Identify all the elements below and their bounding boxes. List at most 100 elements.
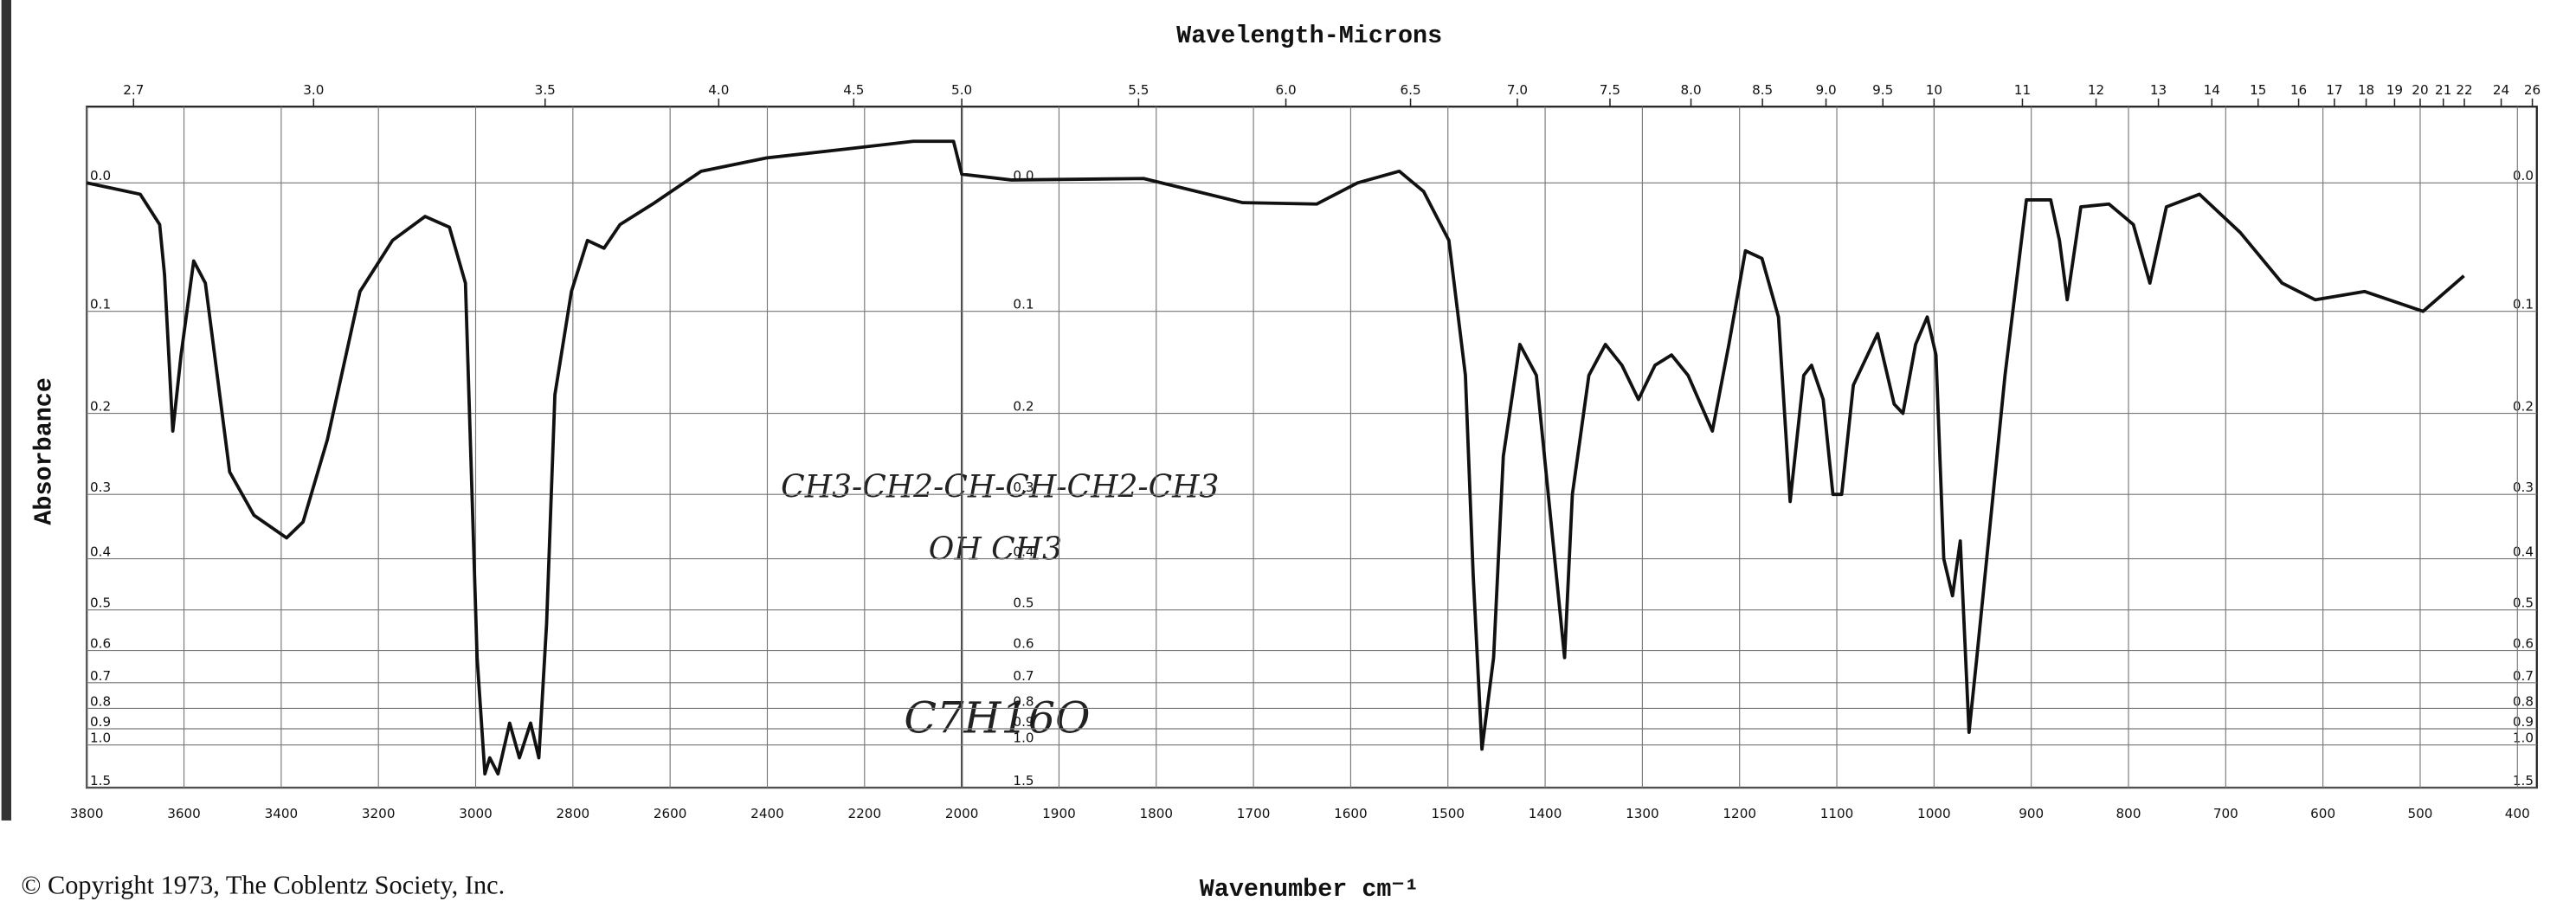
y-tick-label: 0.4 — [2513, 544, 2534, 559]
y-tick-label: 0.9 — [2513, 714, 2534, 730]
x2-tick-label: 3.0 — [303, 82, 324, 98]
x2-tick-label: 3.5 — [535, 82, 556, 98]
marks — [86, 139, 2465, 776]
y-tick-label: 0.6 — [1013, 636, 1034, 652]
x-tick-label: 1500 — [1431, 806, 1465, 821]
x-tick-label: 1000 — [1917, 806, 1951, 821]
x2-tick-label: 15 — [2250, 82, 2266, 98]
x2-tick-label: 11 — [2014, 82, 2031, 98]
x2-tick-label: 18 — [2358, 82, 2374, 98]
y-tick-label: 0.8 — [1013, 693, 1034, 709]
y-tick-label: 0.1 — [2513, 297, 2534, 312]
x2-tick-label: 20 — [2412, 82, 2428, 98]
y-tick-label: 0.1 — [1013, 297, 1034, 312]
x-tick-label: 400 — [2505, 806, 2530, 821]
x2-tick-label: 21 — [2435, 82, 2451, 98]
y-tick-label: 0.7 — [2513, 668, 2534, 684]
x-tick-label: 2800 — [557, 806, 590, 821]
spectrum-line — [86, 139, 2465, 776]
x2-tick-label: 2.7 — [123, 82, 144, 98]
x-tick-label: 2600 — [654, 806, 687, 821]
x2-tick-label: 10 — [1926, 82, 1942, 98]
y-tick-label: 1.0 — [2513, 731, 2534, 746]
x-tick-label: 3200 — [362, 806, 396, 821]
x2-tick-label: 14 — [2204, 82, 2220, 98]
x2-tick-label: 8.5 — [1752, 82, 1773, 98]
y-tick-label: 0.0 — [2513, 168, 2534, 183]
x2-tick-label: 26 — [2524, 82, 2541, 98]
x2-tick-label: 9.0 — [1815, 82, 1836, 98]
x2-tick-label: 16 — [2290, 82, 2307, 98]
x2-tick-label: 17 — [2326, 82, 2342, 98]
x2-tick-label: 4.0 — [708, 82, 729, 98]
x-tick-label: 1700 — [1237, 806, 1271, 821]
x-tick-label: 3600 — [167, 806, 201, 821]
x-tick-label: 1300 — [1626, 806, 1659, 821]
x2-tick-label: 5.0 — [951, 82, 972, 98]
y-tick-label: 0.5 — [1013, 595, 1034, 611]
grid: 0.0 0.00.00.1 0.10.10.2 0.20.20.3 0.30.30.4 0… — [70, 82, 2541, 821]
y-tick-label: 0.4 — [90, 544, 111, 559]
x2-tick-label: 4.5 — [843, 82, 864, 98]
x2-tick-label: 7.5 — [1600, 82, 1620, 98]
x2-tick-label: 5.5 — [1128, 82, 1149, 98]
y-tick-label: 0.9 — [1013, 714, 1034, 730]
formula-annotation: C7H16O — [904, 693, 1090, 743]
y-tick-label: 1.0 — [1013, 731, 1034, 746]
y-tick-label: 1.0 — [90, 731, 111, 746]
x-tick-label: 3000 — [459, 806, 493, 821]
x-tick-label: 700 — [2213, 806, 2238, 821]
top-axis-title: Wavelength-Microns — [1176, 22, 1442, 50]
x-tick-label: 600 — [2310, 806, 2335, 821]
formula-annotation: OH CH3 — [929, 532, 1062, 568]
edge-strip — [1, 0, 12, 821]
x-tick-label: 2000 — [945, 806, 979, 821]
x-tick-label: 3400 — [265, 806, 299, 821]
x2-tick-label: 22 — [2456, 82, 2472, 98]
y-tick-label: 0.0 — [90, 168, 111, 183]
y-tick-label: 0.6 — [90, 636, 111, 652]
y-tick-label: 0.8 — [2513, 693, 2534, 709]
y-tick-label: 0.4 — [1013, 544, 1034, 559]
y-axis-title: Absorbance — [29, 377, 58, 525]
y-tick-label: 1.5 — [1013, 773, 1034, 788]
y-tick-label: 0.5 — [2513, 595, 2534, 611]
y-tick-label: 1.5 — [2513, 773, 2534, 788]
x-tick-label: 1100 — [1820, 806, 1854, 821]
x2-tick-label: 7.0 — [1507, 82, 1528, 98]
x2-tick-label: 6.0 — [1275, 82, 1296, 98]
y-tick-label: 0.2 — [1013, 398, 1034, 414]
x-tick-label: 1800 — [1139, 806, 1173, 821]
y-tick-label: 0.3 — [1013, 480, 1034, 495]
y-tick-label: 1.5 — [90, 773, 111, 788]
y-tick-label: 0.3 — [2513, 480, 2534, 495]
y-tick-label: 0.7 — [1013, 668, 1034, 684]
y-tick-label: 0.6 — [2513, 636, 2534, 652]
x-tick-label: 800 — [2116, 806, 2141, 821]
x2-tick-label: 13 — [2150, 82, 2167, 98]
x2-tick-label: 24 — [2493, 82, 2509, 98]
x2-tick-label: 9.5 — [1872, 82, 1893, 98]
y-tick-label: 0.7 — [90, 668, 111, 684]
x2-tick-label: 8.0 — [1680, 82, 1701, 98]
copyright: © Copyright 1973, The Coblentz Society, … — [21, 871, 505, 900]
y-tick-label: 0.9 — [90, 714, 111, 730]
x-tick-label: 1200 — [1723, 806, 1756, 821]
y-tick-label: 0.5 — [90, 595, 111, 611]
x-tick-label: 900 — [2019, 806, 2044, 821]
y-tick-label: 0.2 — [2513, 398, 2534, 414]
x-tick-label: 1900 — [1042, 806, 1076, 821]
y-tick-label: 0.3 — [90, 480, 111, 495]
x-tick-label: 1400 — [1529, 806, 1562, 821]
formula-annotation: CH3-CH2-CH-CH-CH2-CH3 — [781, 469, 1219, 505]
x2-tick-label: 12 — [2088, 82, 2104, 98]
x-tick-label: 500 — [2408, 806, 2433, 821]
x2-tick-label: 19 — [2386, 82, 2403, 98]
x-axis-title: Wavenumber cm⁻¹ — [1200, 875, 1420, 904]
x-tick-label: 2200 — [848, 806, 882, 821]
x-tick-label: 2400 — [750, 806, 784, 821]
y-tick-label: 0.2 — [90, 398, 111, 414]
